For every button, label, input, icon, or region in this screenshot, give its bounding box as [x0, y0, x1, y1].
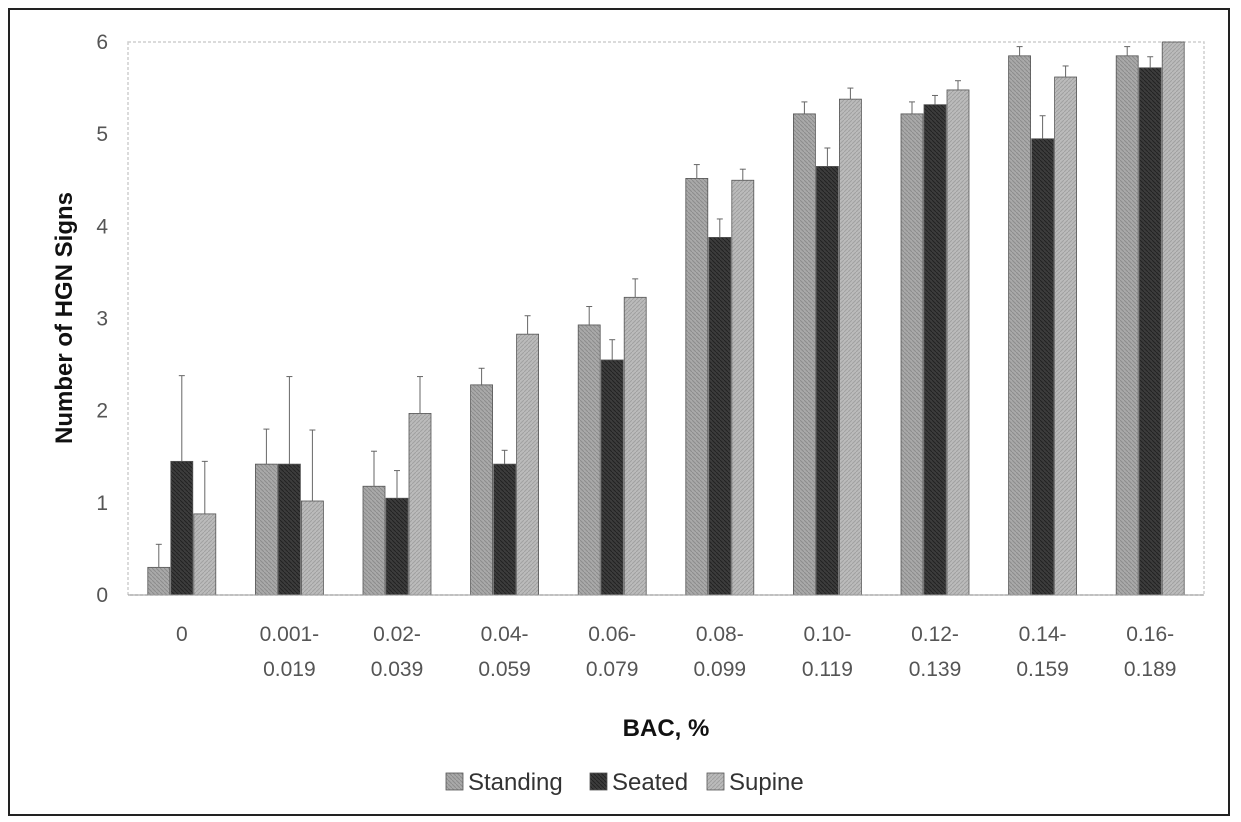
legend-label-standing: Standing: [468, 769, 563, 796]
x-tick-label: 0.02-: [373, 623, 421, 646]
x-tick-label: 0.06-: [588, 623, 636, 646]
bar-seated: [170, 460, 194, 596]
legend-swatch-supine: [706, 772, 725, 791]
bar-standing: [685, 178, 709, 596]
bar-standing: [147, 566, 171, 596]
x-tick-label: 0.04-: [481, 623, 529, 646]
x-tick-label: 0.019: [263, 658, 316, 681]
error-bars-group: [155, 46, 1154, 568]
bar-seated: [493, 463, 517, 596]
legend-label-seated: Seated: [612, 769, 688, 796]
bar-seated: [816, 166, 839, 596]
bar-supine: [300, 500, 324, 596]
bar-supine: [1054, 76, 1077, 596]
bar-supine: [1161, 41, 1185, 596]
x-tick-label: 0.079: [586, 658, 639, 681]
bar-supine: [731, 179, 755, 596]
x-tick-label: 0.001-: [260, 623, 320, 646]
x-tick-label: 0.099: [694, 658, 747, 681]
bar-seated: [1031, 138, 1054, 596]
bar-standing: [1008, 55, 1031, 596]
x-tick-label: 0.12-: [911, 623, 959, 646]
bar-supine: [623, 296, 647, 596]
bar-supine: [516, 333, 539, 596]
bar-supine: [946, 89, 970, 596]
legend-swatch-seated: [589, 772, 608, 791]
x-tick-label: 0.16-: [1126, 623, 1174, 646]
y-tick-label: 2: [96, 400, 108, 423]
bar-standing: [362, 485, 386, 596]
bar-standing: [577, 324, 601, 596]
bar-standing: [470, 384, 494, 596]
y-tick-label: 6: [96, 31, 108, 54]
y-tick-label: 5: [96, 123, 108, 146]
bar-seated: [1138, 67, 1162, 596]
bar-supine: [193, 513, 217, 596]
bar-standing: [900, 113, 924, 596]
x-tick-label: 0.119: [802, 658, 853, 681]
y-axis-title: Number of HGN Signs: [51, 192, 78, 444]
x-tick-label: 0.10-: [803, 623, 851, 646]
bar-seated: [385, 497, 409, 596]
x-tick-label: 0.159: [1016, 658, 1069, 681]
legend-label-supine: Supine: [729, 769, 804, 796]
y-tick-label: 1: [96, 492, 108, 515]
bar-standing: [254, 463, 278, 596]
x-axis: 0 0.001- 0.019 0.02- 0.039 0.04- 0.059 0.06- 0.0…: [176, 623, 1177, 681]
bars-group: [128, 41, 1204, 596]
x-tick-label: 0.189: [1124, 658, 1177, 681]
bar-seated: [277, 463, 301, 596]
bar-standing: [1115, 55, 1139, 596]
bar-seated: [923, 104, 947, 596]
legend: Standing Seated Supine: [445, 769, 804, 796]
bar-seated: [600, 359, 624, 596]
x-tick-label: 0.08-: [696, 623, 744, 646]
x-axis-title: BAC, %: [623, 715, 710, 742]
y-axis: 0 1 2 3 4 5 6: [96, 31, 108, 607]
legend-swatch-standing: [445, 772, 464, 791]
y-tick-label: 3: [96, 308, 108, 331]
bar-supine: [408, 413, 432, 596]
x-tick-label: 0.059: [478, 658, 531, 681]
x-tick-label: 0.039: [371, 658, 424, 681]
x-tick-label: 0.14-: [1019, 623, 1067, 646]
y-tick-label: 0: [96, 584, 108, 607]
bar-seated: [708, 236, 732, 596]
x-tick-label: 0.139: [909, 658, 962, 681]
bar-standing: [793, 113, 816, 596]
x-tick-label: 0: [176, 623, 188, 646]
bar-supine: [839, 98, 862, 596]
y-tick-label: 4: [96, 215, 108, 238]
